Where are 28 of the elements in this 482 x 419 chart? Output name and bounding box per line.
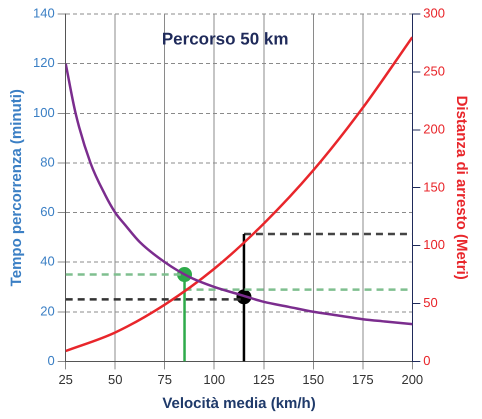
y2-axis-title: Distanza di arresto (Metri) [452, 96, 470, 280]
x-tick-label: 175 [352, 372, 374, 387]
y2-tick-label: 100 [423, 237, 446, 252]
text: Percorso 50 km [162, 30, 288, 49]
y-tick-label: 120 [32, 55, 55, 70]
x-axis-title: Velocità media (km/h) [162, 395, 316, 412]
y2-tick-label: 250 [423, 63, 446, 78]
y-axis-title: Tempo percorrenza (minuti) [8, 89, 26, 286]
x-tick-label: 125 [252, 372, 275, 387]
y-tick-label: 60 [40, 204, 55, 220]
y2-tick-label: 150 [423, 179, 446, 194]
y2-tick-label: 300 [423, 6, 446, 21]
x-tick-label: 200 [401, 372, 424, 387]
x-tick-label: 150 [302, 372, 324, 387]
x-tick-label: 100 [203, 372, 226, 387]
y2-tick-label: 50 [423, 295, 438, 310]
x-tick-label: 50 [108, 372, 122, 387]
x-tick-label: 75 [157, 372, 172, 387]
y-tick-label: 80 [40, 154, 55, 170]
y-tick-label: 140 [32, 6, 55, 21]
y-tick-label: 40 [40, 254, 55, 269]
y-tick-label: 0 [47, 352, 55, 368]
y-tick-label: 100 [32, 104, 55, 120]
y2-tick-label: 0 [423, 352, 431, 368]
x-tick-label: 25 [58, 372, 73, 387]
y2-tick-label: 200 [423, 121, 446, 136]
y-tick-label: 20 [40, 303, 55, 318]
line-series [66, 62, 412, 326]
